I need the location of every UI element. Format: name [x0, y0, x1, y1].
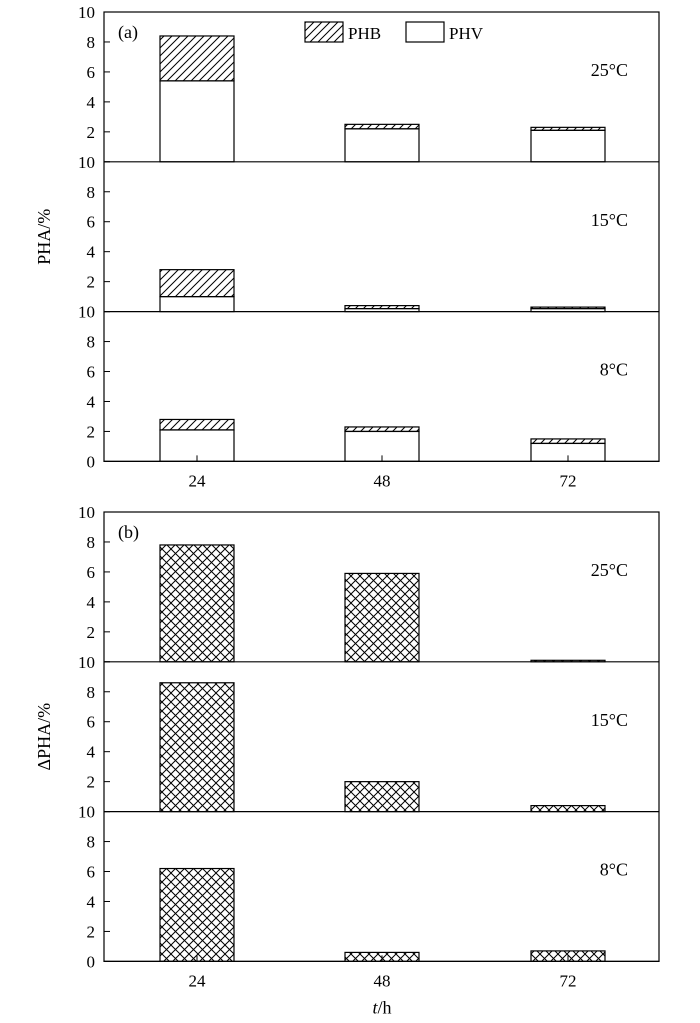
y-tick-label: 2	[87, 273, 96, 292]
y-tick-label: 8	[87, 33, 96, 52]
y-tick-label: 2	[87, 922, 96, 941]
y-tick-label: 8	[87, 833, 96, 852]
y-tick-label: 10	[78, 503, 95, 522]
bar-phb	[530, 126, 606, 131]
bar-delta-pha	[159, 544, 235, 663]
y-tick-label: 4	[87, 392, 96, 411]
legend-swatch-phb	[304, 21, 344, 43]
y-tick-label: 4	[87, 743, 96, 762]
bar-phb	[344, 426, 420, 433]
y-tick-label: 8	[87, 333, 96, 352]
y-tick-label: 6	[87, 713, 96, 732]
bar-phb	[344, 123, 420, 130]
bar-delta-pha	[344, 781, 420, 813]
bar-phb	[159, 418, 235, 431]
y-tick-label: 4	[87, 593, 96, 612]
y-tick-label: 6	[87, 863, 96, 882]
x-tick-label: 72	[560, 471, 577, 490]
x-axis-label: t/h	[372, 997, 391, 1017]
y-tick-label: 8	[87, 183, 96, 202]
y-tick-label: 8	[87, 533, 96, 552]
temperature-label: 25°C	[591, 560, 628, 580]
y-tick-label: 10	[78, 803, 95, 822]
legend-label-phb: PHB	[348, 24, 381, 43]
x-tick-label: 24	[189, 971, 207, 990]
y-tick-label: 6	[87, 213, 96, 232]
bar-phv	[530, 129, 606, 163]
y-tick-label: 10	[78, 303, 95, 322]
temperature-label: 15°C	[591, 710, 628, 730]
y-tick-label: 2	[87, 773, 96, 792]
x-tick-label: 48	[374, 471, 391, 490]
bar-phb	[530, 306, 606, 310]
bar-phb	[159, 35, 235, 82]
bar-delta-pha	[159, 682, 235, 813]
temperature-label: 15°C	[591, 210, 628, 230]
y-tick-label: 6	[87, 63, 96, 82]
x-tick-label: 48	[374, 971, 391, 990]
y-tick-label: 10	[78, 653, 95, 672]
y-tick-label: 2	[87, 123, 96, 142]
temperature-label: 8°C	[600, 360, 628, 380]
y-tick-label: 6	[87, 563, 96, 582]
y-tick-label: 0	[87, 452, 96, 471]
y-tick-label: 10	[78, 153, 95, 172]
y-tick-label: 0	[87, 952, 96, 971]
y-tick-label: 8	[87, 683, 96, 702]
bar-phb	[159, 269, 235, 298]
y-tick-label: 4	[87, 243, 96, 262]
temperature-label: 8°C	[600, 860, 628, 880]
bar-phb	[530, 438, 606, 445]
y-axis-label: PHA/%	[34, 209, 54, 265]
bar-phv	[159, 80, 235, 163]
bar-delta-pha	[159, 867, 235, 962]
y-tick-label: 4	[87, 892, 96, 911]
x-tick-label: 72	[560, 971, 577, 990]
legend-swatch-phv	[405, 21, 445, 43]
x-tick-label: 24	[189, 471, 207, 490]
y-tick-label: 4	[87, 93, 96, 112]
bar-delta-pha	[344, 572, 420, 663]
bar-phb	[344, 305, 420, 310]
y-tick-label: 10	[78, 3, 95, 22]
bar-phv	[344, 128, 420, 163]
y-axis-label: ΔPHA/%	[34, 703, 54, 771]
bar-delta-pha	[530, 805, 606, 813]
y-tick-label: 6	[87, 363, 96, 382]
y-tick-label: 2	[87, 623, 96, 642]
y-tick-label: 2	[87, 422, 96, 441]
panel-label: (a)	[118, 22, 138, 43]
temperature-label: 25°C	[591, 60, 628, 80]
bar-phv	[159, 296, 235, 313]
panel-label: (b)	[118, 522, 139, 543]
legend-label-phv: PHV	[449, 24, 484, 43]
